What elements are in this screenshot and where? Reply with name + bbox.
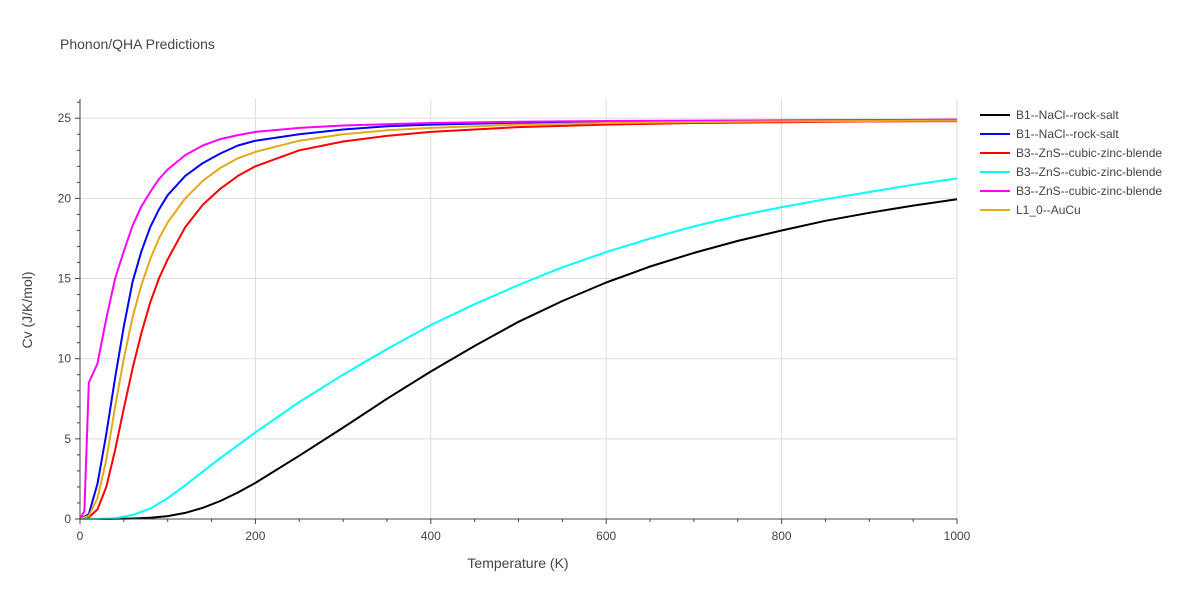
legend-item-2[interactable]: B1--NaCl--rock-salt [980,124,1162,143]
x-tick-label: 400 [421,529,441,543]
series-line-5[interactable] [79,118,958,520]
legend-label: B1--NaCl--rock-salt [1016,126,1119,141]
legend: B1--NaCl--rock-salt B1--NaCl--rock-salt B3… [980,105,1162,219]
y-axis-title: Cv (J/K/mol) [19,272,35,349]
series-lines [79,118,958,520]
legend-swatch [980,132,1010,135]
y-tick-label: 15 [58,272,72,286]
x-tick-label: 200 [245,529,265,543]
legend-label: B3--ZnS--cubic-zinc-blende [1016,145,1163,160]
legend-item-4[interactable]: B3--ZnS--cubic-zinc-blende [980,162,1162,181]
legend-item-3[interactable]: B3--ZnS--cubic-zinc-blende [980,143,1162,162]
legend-item-6[interactable]: L1_0--AuCu [980,200,1162,219]
axes: 0 5 10 15 20 25 0 200 400 600 800 1000 [58,99,971,543]
x-tick-label: 800 [772,529,792,543]
y-tick-label: 5 [64,432,71,446]
legend-label: B3--ZnS--cubic-zinc-blende [1016,164,1163,179]
legend-swatch [980,208,1010,211]
legend-swatch [980,151,1010,154]
y-tick-label: 0 [64,512,71,526]
x-tick-label: 600 [596,529,616,543]
legend-label: B3--ZnS--cubic-zinc-blende [1016,183,1163,198]
series-line-2[interactable] [79,118,958,520]
legend-swatch [980,113,1010,116]
series-line-3[interactable] [79,120,958,520]
legend-item-5[interactable]: B3--ZnS--cubic-zinc-blende [980,181,1162,200]
x-tick-label: 1000 [944,529,971,543]
chart-title: Phonon/QHA Predictions [60,36,215,52]
legend-label: B1--NaCl--rock-salt [1016,107,1119,122]
series-line-1[interactable] [80,198,958,520]
y-tick-label: 10 [58,352,72,366]
series-line-6[interactable] [79,119,958,520]
x-tick-label: 0 [77,529,84,543]
legend-label: L1_0--AuCu [1016,202,1081,217]
y-tick-label: 20 [58,191,72,205]
series-line-4[interactable] [80,177,958,520]
grid-lines [80,99,958,519]
legend-item-1[interactable]: B1--NaCl--rock-salt [980,105,1162,124]
legend-swatch [980,170,1010,173]
y-tick-label: 25 [58,111,72,125]
legend-swatch [980,189,1010,192]
x-axis-title: Temperature (K) [467,555,568,571]
